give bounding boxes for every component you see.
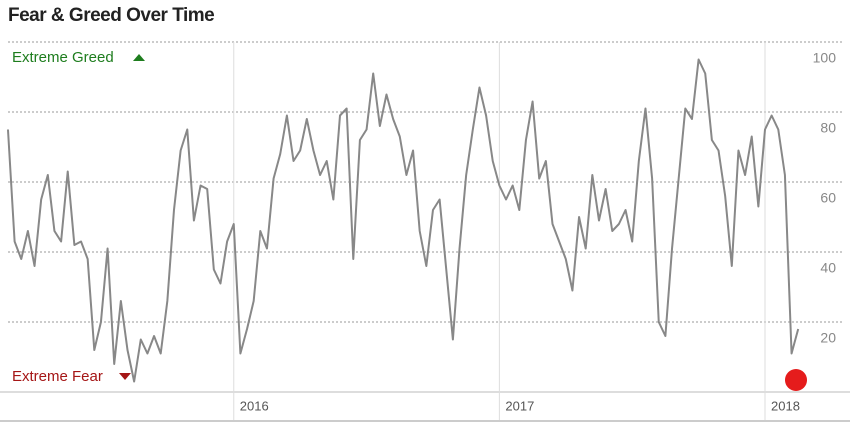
down-arrow-icon	[119, 373, 131, 380]
y-tick-label: 100	[813, 50, 837, 66]
x-tick-label: 2017	[505, 398, 534, 413]
extreme-fear-label: Extreme Fear	[12, 368, 103, 385]
x-tick-label: 2016	[240, 398, 269, 413]
y-tick-label: 80	[820, 120, 836, 136]
grid: 20 40 60 80 100 2016 2017 2018	[8, 41, 842, 420]
chart-title: Fear & Greed Over Time	[8, 5, 214, 26]
y-tick-label: 40	[820, 260, 836, 276]
plot	[6, 58, 800, 383]
current-indicator	[785, 369, 807, 391]
extreme-greed-label: Extreme Greed	[12, 49, 114, 66]
y-tick-label: 20	[820, 330, 836, 346]
y-tick-label: 60	[820, 190, 836, 206]
data-line	[6, 58, 800, 383]
x-tick-label: 2018	[771, 398, 800, 413]
up-arrow-icon	[133, 54, 145, 61]
